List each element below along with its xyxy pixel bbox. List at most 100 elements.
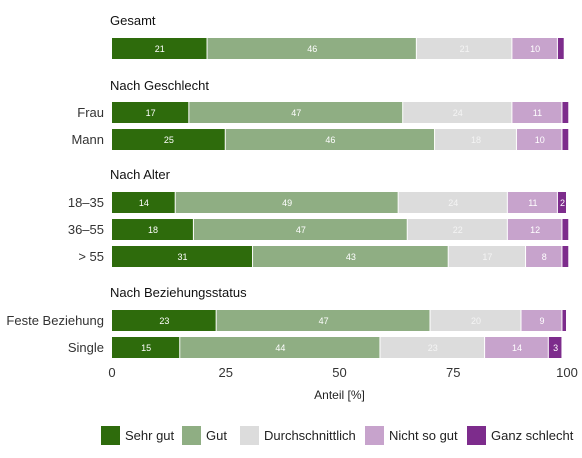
bar-segment: [175, 192, 398, 213]
bar-segment: [512, 38, 557, 59]
row-label: Feste Beziehung: [6, 313, 104, 328]
legend-label: Durchschnittlich: [264, 428, 356, 443]
legend-item: Durchschnittlich: [240, 426, 356, 445]
row-label: 18–35: [68, 195, 104, 210]
data-label: 21: [460, 44, 470, 54]
data-label: 31: [178, 252, 188, 262]
legend-swatch: [467, 426, 486, 445]
bar-row: Feste Beziehung 23 47 20 9: [6, 310, 566, 331]
bar-segment: [403, 102, 512, 123]
data-label: 10: [530, 44, 540, 54]
data-label: 25: [164, 135, 174, 145]
bar-segment: [562, 129, 569, 150]
data-label: 23: [159, 316, 169, 326]
x-tick-label: 100: [556, 365, 578, 380]
bar-segment: [430, 310, 521, 331]
data-label: 18: [471, 135, 481, 145]
bar-segment: [112, 129, 225, 150]
bar-segment: [562, 310, 566, 331]
data-label: 9: [539, 316, 544, 326]
legend-swatch: [240, 426, 259, 445]
data-label: 46: [325, 135, 335, 145]
legend-label: Sehr gut: [125, 428, 175, 443]
data-label: 23: [428, 343, 438, 353]
data-label: 47: [291, 108, 301, 118]
x-axis-title: Anteil [%]: [314, 388, 365, 402]
bar-segment: [507, 192, 557, 213]
bar-segment: [448, 246, 526, 267]
x-tick-label: 25: [219, 365, 233, 380]
bar-segment: [207, 38, 416, 59]
data-label: 11: [528, 198, 537, 208]
bar-segment: [557, 38, 564, 59]
bar-segment: [562, 219, 569, 240]
bar-segment: [180, 337, 380, 358]
bar-segment: [193, 219, 407, 240]
bar-segment: [112, 246, 253, 267]
legend-label: Gut: [206, 428, 227, 443]
bar-segment: [253, 246, 448, 267]
data-label: 24: [453, 108, 463, 118]
legend-swatch: [365, 426, 384, 445]
legend-item: Sehr gut: [101, 426, 175, 445]
bar-segment: [189, 102, 403, 123]
legend-item: Nicht so gut: [365, 426, 458, 445]
group-title: Nach Alter: [110, 167, 171, 182]
data-label: 14: [139, 198, 149, 208]
bar-segment: [526, 246, 562, 267]
bar-segment: [562, 246, 569, 267]
data-label: 11: [533, 108, 542, 118]
data-label: 12: [530, 225, 540, 235]
row-label: Single: [68, 340, 104, 355]
data-label: 3: [553, 343, 558, 353]
row-label: 36–55: [68, 222, 104, 237]
data-label: 2: [560, 198, 565, 208]
bar-segment: [557, 192, 566, 213]
row-label: Mann: [71, 132, 104, 147]
legend-item: Gut: [182, 426, 227, 445]
legend-swatch: [101, 426, 120, 445]
bar-segment: [407, 219, 507, 240]
data-label: 15: [141, 343, 151, 353]
x-tick-label: 0: [108, 365, 115, 380]
bar-segment: [485, 337, 548, 358]
bar-row: 36–55 18 47 22 12: [68, 219, 569, 240]
data-label: 14: [512, 343, 522, 353]
row-label: > 55: [78, 249, 104, 264]
data-label: 22: [453, 225, 463, 235]
bar-segment: [112, 192, 175, 213]
data-label: 20: [471, 316, 481, 326]
data-label: 18: [148, 225, 158, 235]
bar-segment: [380, 337, 485, 358]
group-title: Nach Geschlecht: [110, 78, 209, 93]
legend-label: Ganz schlecht: [491, 428, 574, 443]
bar-segment: [435, 129, 516, 150]
group-title: Nach Beziehungsstatus: [110, 285, 247, 300]
legend: Sehr gut Gut Durchschnittlich Nicht so gut G…: [101, 426, 574, 445]
x-tick-label: 50: [332, 365, 346, 380]
bar-segment: [225, 129, 435, 150]
bar-segment: [112, 102, 189, 123]
data-label: 24: [448, 198, 458, 208]
bar-segment: [216, 310, 430, 331]
bar-segment: [562, 102, 569, 123]
bar-row: Frau 17 47 24 11: [77, 102, 569, 123]
data-label: 21: [155, 44, 165, 54]
bar-segment: [112, 310, 216, 331]
bar-segment: [112, 38, 207, 59]
data-label: 8: [542, 252, 547, 262]
data-label: 17: [482, 252, 492, 262]
data-label: 47: [296, 225, 306, 235]
legend-item: Ganz schlecht: [467, 426, 574, 445]
bar-row: Mann 25 46 18 10: [71, 129, 569, 150]
group-title: Gesamt: [110, 13, 156, 28]
bar-segment: [112, 337, 180, 358]
bar-row: 18–35 14 49 24 11 2: [68, 192, 566, 213]
bar-segment: [512, 102, 562, 123]
data-label: 17: [146, 108, 156, 118]
bar-segment: [548, 337, 562, 358]
bar-segment: [398, 192, 507, 213]
bar-segment: [112, 219, 193, 240]
bar-segment: [521, 310, 562, 331]
